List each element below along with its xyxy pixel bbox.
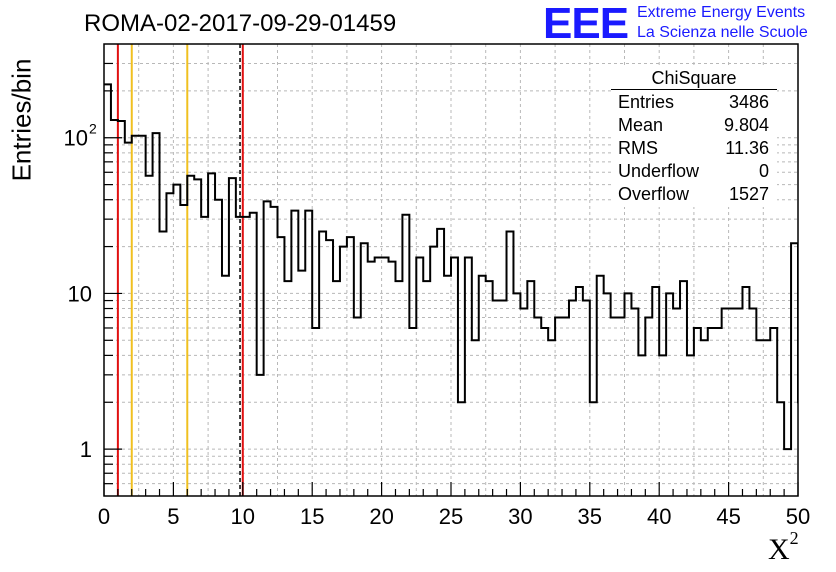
x-axis-label: X2 <box>768 528 799 567</box>
y-tick-label: 1 <box>80 437 92 462</box>
axes <box>103 43 799 497</box>
stats-row: Overflow 1527 <box>611 182 777 205</box>
y-tick-label: 10 <box>64 126 88 151</box>
x-axis-label-text: X <box>768 533 790 566</box>
logo-line-2: La Scienza nelle Scuole <box>637 24 808 41</box>
x-tick-label: 45 <box>716 504 740 529</box>
marker-lines <box>116 44 244 496</box>
stats-label: Underflow <box>618 161 700 181</box>
stats-value: 11.36 <box>725 138 769 158</box>
x-tick-label: 5 <box>167 504 179 529</box>
y-tick-label: 10 <box>68 281 92 306</box>
y-axis-label-box: Entries/bin <box>2 50 42 190</box>
stats-box: ChiSquare Entries 3486 Mean 9.804 RMS 11.36… <box>611 65 777 207</box>
stats-value: 1527 <box>728 184 769 204</box>
x-tick-label: 0 <box>98 504 110 529</box>
y-tick-label-sup: 2 <box>89 121 97 137</box>
stats-label: Entries <box>618 92 675 112</box>
x-tick-label: 35 <box>578 504 602 529</box>
eee-logo: EEE <box>543 0 629 48</box>
stats-title: ChiSquare <box>611 65 777 90</box>
x-tick-labels: 0 5 10 15 20 25 30 35 40 45 50 <box>98 504 810 529</box>
x-tick-label: 10 <box>231 504 255 529</box>
x-tick-label: 15 <box>300 504 324 529</box>
stats-value: 0 <box>758 161 769 181</box>
x-tick-label: 50 <box>786 504 810 529</box>
stats-row: Mean 9.804 <box>611 113 777 136</box>
stats-label: Mean <box>618 115 664 135</box>
histogram-series <box>104 83 798 451</box>
stats-row: Entries 3486 <box>611 90 777 113</box>
stats-row: RMS 11.36 <box>611 136 777 159</box>
stats-value: 3486 <box>728 92 769 112</box>
plot-title: ROMA-02-2017-09-29-01459 <box>84 10 397 37</box>
x-tick-label: 20 <box>369 504 393 529</box>
stats-label: RMS <box>618 138 658 158</box>
stats-label: Overflow <box>618 184 690 204</box>
stats-value: 9.804 <box>723 115 769 135</box>
x-tick-label: 40 <box>647 504 671 529</box>
x-axis-label-sup: 2 <box>789 528 799 548</box>
x-tick-label: 25 <box>439 504 463 529</box>
x-tick-label: 30 <box>508 504 532 529</box>
logo-line-1: Extreme Energy Events <box>637 4 806 21</box>
y-axis-label: Entries/bin <box>6 58 37 182</box>
stats-row: Underflow 0 <box>611 159 777 182</box>
